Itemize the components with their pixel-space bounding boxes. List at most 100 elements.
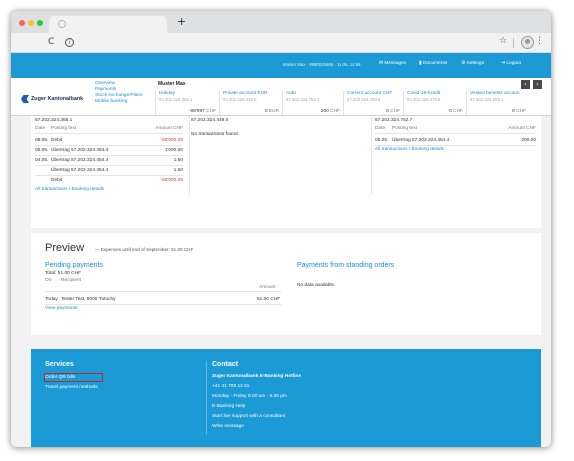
scroll-left-icon[interactable]: ‹ <box>521 80 530 89</box>
transactions-holiday: 57.202.324.366.1 Date Posting text Amoun… <box>31 116 187 194</box>
menu-item-stock-exchange[interactable]: Stock exchange/Plans <box>95 93 143 98</box>
account-name: Holiday <box>159 91 175 96</box>
settings-link[interactable]: ⚙ Settings <box>461 61 484 66</box>
account-name: Current account CHF <box>347 91 393 96</box>
account-tab-auto[interactable]: Auto 57.202.324.752.7 200 CHF <box>282 91 343 115</box>
gear-icon: ⚙ <box>461 61 466 66</box>
account-tab-current-chf[interactable]: Current account CHF 57.202.324.784.5 0 C… <box>343 91 403 115</box>
ebanking-help-link[interactable]: E-Banking Help <box>212 404 246 409</box>
hotline-phone[interactable]: +41 41 709 12 61 <box>212 384 250 389</box>
envelope-icon: ✉ <box>379 61 384 66</box>
browser-tab[interactable] <box>49 16 167 33</box>
row-amount: 1'000.00 <box>164 148 183 153</box>
logout-icon: ⇥ <box>501 61 506 66</box>
live-support-link[interactable]: Start live support with a consultant <box>212 414 286 419</box>
preview-title: Preview <box>45 242 85 254</box>
divider <box>35 133 183 134</box>
main-menu: Overview Payments Stock exchange/Plans M… <box>95 81 142 105</box>
all-transactions-link[interactable]: All transactions / Booking details <box>375 147 445 152</box>
order-qr-bills-link[interactable]: Order QR bills <box>45 375 76 380</box>
account-tab-vested-benefits[interactable]: Vested benefits accoun 57.202.324.088.1 … <box>466 91 529 115</box>
pending-row-recipient[interactable]: Tester Test, 9000 Tutochy <box>61 297 116 302</box>
bank-header-bar: Muster Max · 9990031685 · 11.06. 14:58 ✉… <box>11 53 551 78</box>
divider <box>35 145 183 146</box>
account-number: 57.202.324.449.0 <box>191 118 229 123</box>
write-message-link[interactable]: Write message <box>212 424 244 429</box>
hotline-title: Zuger Kantonalbank E-Banking Hotline <box>212 374 302 379</box>
bank-name: Zuger Kantonalbank <box>31 96 84 102</box>
logout-link[interactable]: ⇥ Logout <box>501 61 521 66</box>
view-payments-link[interactable]: View payments <box>45 306 78 311</box>
row-date: 05.05. <box>375 138 389 143</box>
account-tab-holiday[interactable]: Holiday 57.202.324.366.1 -98'997 CHF <box>155 91 219 115</box>
hotline-hours: Monday - Friday 8.00 am - 6.00 pm <box>212 394 287 399</box>
travel-payment-methods-link[interactable]: Travel payment methods <box>45 385 98 390</box>
transactions-auto: 57.202.324.752.7 Date Posting text Amoun… <box>375 116 538 194</box>
reload-icon[interactable]: C <box>48 37 55 47</box>
account-tab-private-eur[interactable]: Private account EUR 57.202.324.449.0 0 E… <box>219 91 282 115</box>
row-date: 04.05. <box>35 158 49 163</box>
column-divider <box>189 116 190 194</box>
menu-item-mobile-banking[interactable]: Mobile banking <box>95 99 128 104</box>
messages-link[interactable]: ✉ Messages <box>379 61 406 66</box>
account-number: 57.202.324.752.7 <box>286 97 320 102</box>
column-header-amount: Amount CHF <box>155 126 183 131</box>
row-text[interactable]: Debit <box>51 138 63 143</box>
bookmark-star-icon[interactable]: ☆ <box>498 36 507 46</box>
account-balance: 0 CHF <box>386 109 400 114</box>
divider <box>375 133 535 134</box>
divider <box>45 291 281 292</box>
row-text[interactable]: Übertrag 57.202.324.454.4 <box>51 168 109 173</box>
minimize-window-button[interactable] <box>28 20 34 26</box>
account-tab-covid-credit[interactable]: Covid-19-Kredit 57.202.324.470.6 0 CHF <box>403 91 466 115</box>
menu-item-overview[interactable]: Overview <box>95 81 115 86</box>
footer: Services Order QR bills Travel payment m… <box>31 349 541 447</box>
row-text[interactable]: Übertrag 57.202.324.454.4 <box>392 138 450 143</box>
scroll-right-icon[interactable]: › <box>533 80 542 89</box>
tab-favicon-icon <box>58 20 66 28</box>
close-window-button[interactable] <box>19 20 25 26</box>
preview-card: Preview — Expenses until end of Septembe… <box>31 233 541 335</box>
account-name: Private account EUR <box>223 91 268 96</box>
account-owner-name: Muster Max <box>158 81 186 87</box>
account-number: 57.202.324.449.0 <box>223 97 257 102</box>
row-text[interactable]: Übertrag 57.202.324.454.4 <box>51 148 109 153</box>
logout-label: Logout <box>506 61 522 66</box>
account-number: 57.202.324.366.1 <box>35 118 73 123</box>
column-header-amount: Amount <box>259 285 276 290</box>
row-amount: -50'000.00 <box>160 138 183 143</box>
account-balance: 200 CHF <box>320 109 340 114</box>
documents-link[interactable]: ▮ Documents <box>419 61 447 66</box>
pending-row-amount: 51.00 CHF <box>257 297 281 302</box>
browser-tab-bar: + <box>11 11 551 33</box>
all-transactions-link[interactable]: All transactions / Booking details <box>35 187 105 192</box>
contact-heading: Contact <box>212 361 239 368</box>
bank-logo[interactable]: Zuger Kantonalbank <box>21 95 83 103</box>
pending-payments-heading: Pending payments <box>45 262 103 269</box>
standing-orders-empty: No data available. <box>297 283 336 288</box>
pending-row-date: Today <box>45 297 58 302</box>
row-text[interactable]: Übertrag 57.202.324.454.4 <box>51 158 109 163</box>
address-bar: C i ☆ ⋮ <box>11 33 551 53</box>
transactions-private-eur: 57.202.324.449.0 No transactions found. <box>191 116 359 194</box>
messages-label: Messages <box>384 61 407 66</box>
column-divider <box>371 116 372 194</box>
menu-item-payments[interactable]: Payments <box>95 87 117 92</box>
maximize-window-button[interactable] <box>37 20 43 26</box>
new-tab-button[interactable]: + <box>177 15 187 28</box>
documents-label: Documents <box>422 61 448 66</box>
row-amount: -50'000.00 <box>160 178 183 183</box>
settings-label: Settings <box>466 61 484 66</box>
browser-menu-icon[interactable]: ⋮ <box>535 36 544 46</box>
column-header-posting-text: Posting text <box>392 126 418 131</box>
standing-orders-heading: Payments from standing orders <box>297 262 395 269</box>
column-header-date: Date <box>35 126 46 131</box>
divider <box>35 175 183 176</box>
account-name: Covid-19-Kredit <box>407 91 441 96</box>
profile-avatar-icon[interactable] <box>521 36 534 49</box>
column-header-posting-text: Posting text <box>51 126 77 131</box>
account-navigation: Zuger Kantonalbank Overview Payments Sto… <box>11 78 551 116</box>
site-info-icon[interactable]: i <box>65 38 74 47</box>
row-text[interactable]: Debit <box>51 178 63 183</box>
divider <box>35 165 183 166</box>
